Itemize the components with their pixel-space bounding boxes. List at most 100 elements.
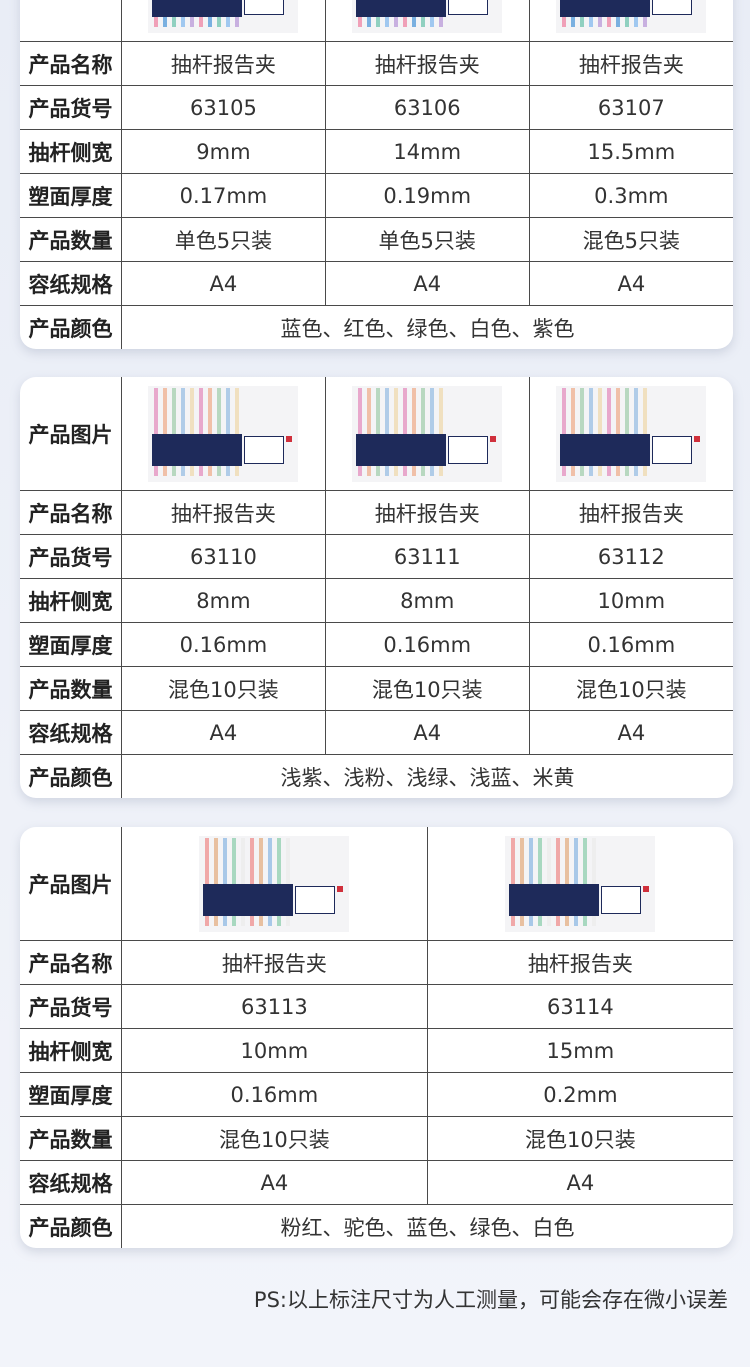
product-image bbox=[121, 0, 326, 42]
row-label: 产品颜色 bbox=[20, 305, 122, 349]
table-row: 产品图片 bbox=[20, 0, 733, 42]
table-row: 塑面厚度 0.16mm 0.16mm 0.16mm bbox=[20, 622, 733, 667]
row-label: 抽杆侧宽 bbox=[20, 1028, 122, 1073]
row-label: 产品货号 bbox=[20, 984, 122, 1029]
spec-table-card: 产品图片 产品名称 抽杆报告夹 抽杆报告夹 产品货号 63113 63114 抽杆侧宽 10mm… bbox=[20, 827, 733, 1248]
cell-thickness: 0.16mm bbox=[528, 622, 733, 667]
row-label: 抽杆侧宽 bbox=[20, 578, 122, 623]
row-label: 抽杆侧宽 bbox=[20, 129, 122, 174]
cell-sku: 63107 bbox=[528, 85, 733, 130]
cell-colors: 蓝色、红色、绿色、白色、紫色 bbox=[121, 305, 733, 349]
cell-paper: A4 bbox=[528, 710, 733, 755]
cell-quantity: 混色10只装 bbox=[121, 666, 326, 711]
row-label: 容纸规格 bbox=[20, 710, 122, 755]
cell-quantity: 混色10只装 bbox=[528, 666, 733, 711]
cell-name: 抽杆报告夹 bbox=[121, 940, 428, 985]
cell-quantity: 混色10只装 bbox=[426, 1116, 733, 1161]
cell-paper: A4 bbox=[121, 261, 326, 306]
table-row: 抽杆侧宽 9mm 14mm 15.5mm bbox=[20, 129, 733, 174]
cell-name: 抽杆报告夹 bbox=[528, 41, 733, 86]
cell-quantity: 单色5只装 bbox=[121, 217, 326, 262]
cell-paper: A4 bbox=[121, 1160, 428, 1205]
cell-colors: 粉红、驼色、蓝色、绿色、白色 bbox=[121, 1204, 733, 1248]
table-row: 产品数量 混色10只装 混色10只装 bbox=[20, 1116, 733, 1161]
product-image bbox=[121, 827, 428, 941]
table-row: 产品货号 63110 63111 63112 bbox=[20, 534, 733, 579]
row-label: 塑面厚度 bbox=[20, 1072, 122, 1117]
product-image bbox=[528, 377, 733, 491]
cell-thickness: 0.19mm bbox=[324, 173, 530, 218]
cell-thickness: 0.2mm bbox=[426, 1072, 733, 1117]
cell-width: 8mm bbox=[121, 578, 326, 623]
product-image bbox=[121, 377, 326, 491]
table-row: 产品名称 抽杆报告夹 抽杆报告夹 抽杆报告夹 bbox=[20, 41, 733, 86]
cell-sku: 63113 bbox=[121, 984, 428, 1029]
table-row: 容纸规格 A4 A4 A4 bbox=[20, 710, 733, 755]
row-label: 产品图片 bbox=[20, 0, 122, 42]
cell-width: 10mm bbox=[121, 1028, 428, 1073]
table-row: 产品颜色 蓝色、红色、绿色、白色、紫色 bbox=[20, 305, 733, 349]
cell-width: 8mm bbox=[324, 578, 530, 623]
spec-table-card: 产品图片产品名称抽杆报告夹抽杆报告夹抽杆报告夹产品货号6310563106631… bbox=[20, 0, 733, 349]
cell-sku: 63114 bbox=[426, 984, 733, 1029]
spec-table-card: 产品图片 产品名称 抽杆报告夹 抽杆报告夹 抽杆报告夹 产品货号 63110 63111 631… bbox=[20, 377, 733, 798]
cell-thickness: 0.16mm bbox=[121, 622, 326, 667]
cell-name: 抽杆报告夹 bbox=[121, 41, 326, 86]
row-label: 塑面厚度 bbox=[20, 173, 122, 218]
row-label: 产品图片 bbox=[20, 827, 122, 941]
row-label: 产品图片 bbox=[20, 377, 122, 491]
cell-thickness: 0.16mm bbox=[121, 1072, 428, 1117]
cell-quantity: 单色5只装 bbox=[324, 217, 530, 262]
product-photo bbox=[505, 835, 656, 932]
row-label: 产品数量 bbox=[20, 666, 122, 711]
product-photo bbox=[199, 835, 350, 932]
table-row: 产品数量 混色10只装 混色10只装 混色10只装 bbox=[20, 666, 733, 711]
cell-width: 9mm bbox=[121, 129, 326, 174]
cell-width: 15.5mm bbox=[528, 129, 733, 174]
cell-paper: A4 bbox=[121, 710, 326, 755]
row-label: 产品颜色 bbox=[20, 754, 122, 798]
table-row: 塑面厚度 0.16mm 0.2mm bbox=[20, 1072, 733, 1117]
cell-paper: A4 bbox=[324, 710, 530, 755]
product-image bbox=[426, 827, 733, 941]
product-photo bbox=[352, 385, 503, 482]
cell-sku: 63112 bbox=[528, 534, 733, 579]
cell-name: 抽杆报告夹 bbox=[121, 490, 326, 535]
table-row: 容纸规格 A4 A4 bbox=[20, 1160, 733, 1205]
cell-width: 10mm bbox=[528, 578, 733, 623]
cell-width: 14mm bbox=[324, 129, 530, 174]
row-label: 产品名称 bbox=[20, 940, 122, 985]
cell-paper: A4 bbox=[528, 261, 733, 306]
cell-name: 抽杆报告夹 bbox=[426, 940, 733, 985]
product-photo bbox=[148, 385, 299, 482]
product-photo bbox=[556, 385, 707, 482]
cell-paper: A4 bbox=[426, 1160, 733, 1205]
table-row: 抽杆侧宽 10mm 15mm bbox=[20, 1028, 733, 1073]
row-label: 产品货号 bbox=[20, 534, 122, 579]
row-label: 产品颜色 bbox=[20, 1204, 122, 1248]
row-label: 产品货号 bbox=[20, 85, 122, 130]
cell-colors: 浅紫、浅粉、浅绿、浅蓝、米黄 bbox=[121, 754, 733, 798]
footnote: PS:以上标注尺寸为人工测量，可能会存在微小误差 bbox=[253, 1288, 728, 1312]
product-image bbox=[324, 0, 530, 42]
table-row: 产品图片 bbox=[20, 377, 733, 491]
row-label: 塑面厚度 bbox=[20, 622, 122, 667]
cell-sku: 63105 bbox=[121, 85, 326, 130]
table-row: 产品货号 63105 63106 63107 bbox=[20, 85, 733, 130]
cell-name: 抽杆报告夹 bbox=[324, 41, 530, 86]
cell-sku: 63111 bbox=[324, 534, 530, 579]
product-photo bbox=[556, 0, 707, 33]
cell-thickness: 0.17mm bbox=[121, 173, 326, 218]
row-label: 产品名称 bbox=[20, 490, 122, 535]
table-row: 塑面厚度 0.17mm 0.19mm 0.3mm bbox=[20, 173, 733, 218]
table-row: 抽杆侧宽 8mm 8mm 10mm bbox=[20, 578, 733, 623]
table-row: 产品货号 63113 63114 bbox=[20, 984, 733, 1029]
product-image bbox=[324, 377, 530, 491]
cell-quantity: 混色10只装 bbox=[121, 1116, 428, 1161]
cell-quantity: 混色10只装 bbox=[324, 666, 530, 711]
cell-thickness: 0.3mm bbox=[528, 173, 733, 218]
product-photo bbox=[352, 0, 503, 33]
row-label: 产品数量 bbox=[20, 217, 122, 262]
row-label: 容纸规格 bbox=[20, 1160, 122, 1205]
row-label: 产品数量 bbox=[20, 1116, 122, 1161]
